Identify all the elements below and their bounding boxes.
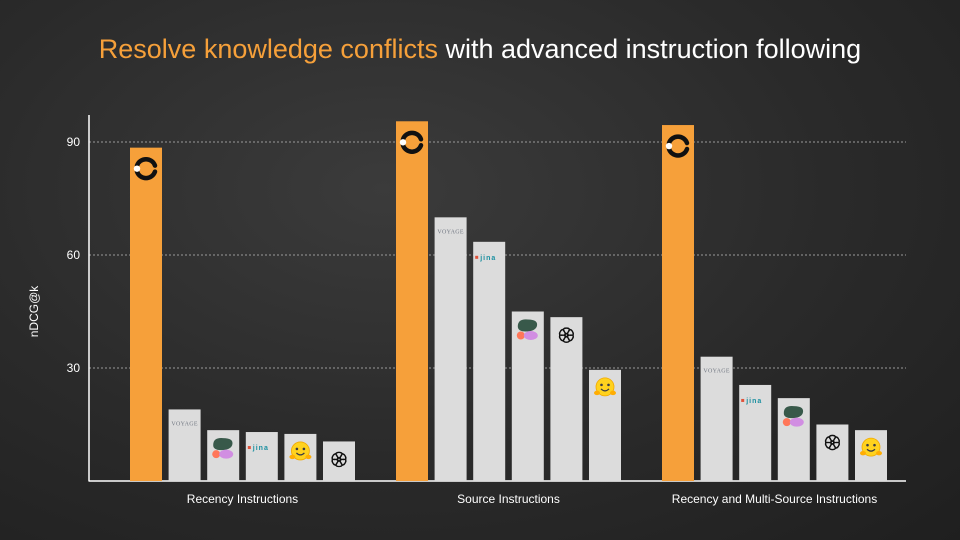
jina-logo-text: jina (252, 445, 269, 452)
cohere-blob (219, 449, 234, 459)
y-tick-label: 90 (67, 135, 81, 149)
jina-dot (247, 446, 251, 450)
openai-petal (335, 451, 347, 461)
contextual-dot (665, 142, 673, 150)
hf-eye-left (295, 447, 299, 451)
bar (434, 217, 467, 482)
cohere-leaf (213, 438, 233, 451)
y-tick-label: 60 (67, 248, 81, 262)
contextual-dot (399, 139, 407, 146)
hf-eye-right (607, 383, 610, 387)
voyage-logo-text: VOYAGE (437, 229, 463, 235)
contextual-arc-top (666, 134, 690, 146)
contextual-arc-top (134, 156, 158, 168)
contextual-dot (133, 165, 141, 172)
cohere-blob (789, 417, 804, 427)
bar (816, 424, 849, 481)
openai-petal (828, 434, 840, 444)
cohere-leaf (517, 319, 538, 332)
bar (130, 147, 162, 481)
bar (396, 121, 428, 482)
cohere-blob (523, 331, 538, 340)
hf-face (595, 377, 615, 397)
cohere-dot (212, 450, 221, 459)
hf-hand-left (594, 390, 600, 396)
hf-hand-right (305, 454, 312, 460)
y-tick-label: 30 (67, 361, 81, 375)
bar-group: VOYAGE jina (130, 147, 355, 481)
bar (662, 125, 694, 482)
hf-eye-left (866, 443, 869, 447)
hf-hand-right (876, 450, 882, 456)
hf-eye-right (873, 443, 876, 447)
hf-mouth (866, 448, 876, 452)
bar (245, 432, 278, 481)
bar (739, 384, 772, 481)
voyage-logo-text: VOYAGE (703, 369, 729, 375)
bar (473, 241, 506, 481)
hf-face (861, 437, 881, 457)
hf-eye-right (302, 447, 306, 451)
hf-hand-left (860, 450, 866, 456)
x-category-label: Recency Instructions (187, 492, 298, 506)
hf-hand-left (289, 454, 296, 460)
jina-dot (741, 398, 745, 402)
bar (511, 311, 544, 481)
bar (700, 356, 733, 481)
openai-petal (562, 327, 574, 336)
cohere-leaf (783, 406, 804, 419)
voyage-logo-text: VOYAGE (171, 421, 197, 427)
contextual-arc-top (400, 130, 424, 142)
chart-title-highlight: Resolve knowledge conflicts (98, 34, 438, 64)
cohere-dot (516, 331, 525, 340)
hf-eye-left (600, 383, 603, 387)
bar-group: VOYAGE jina (662, 125, 887, 482)
contextual-arc-bottom (134, 169, 158, 181)
jina-logo-text: jina (745, 398, 762, 405)
bar (550, 317, 583, 481)
hf-hand-right (610, 390, 616, 396)
cohere-dot (782, 418, 791, 427)
y-axis-label: nDCG@k (27, 285, 41, 338)
hf-mouth (295, 452, 305, 456)
x-category-label: Source Instructions (457, 492, 560, 506)
chart-title-rest: with advanced instruction following (437, 34, 862, 64)
chart-title: Resolve knowledge conflicts with advance… (0, 34, 960, 65)
x-category-label: Recency and Multi-Source Instructions (672, 492, 877, 506)
jina-dot (475, 255, 479, 259)
bar (168, 409, 201, 481)
hf-face (290, 441, 310, 461)
contextual-arc-bottom (400, 143, 424, 154)
contextual-arc-bottom (666, 146, 690, 158)
hf-mouth (600, 388, 610, 392)
bar-group: VOYAGE jina (396, 121, 621, 482)
jina-logo-text: jina (479, 255, 496, 262)
